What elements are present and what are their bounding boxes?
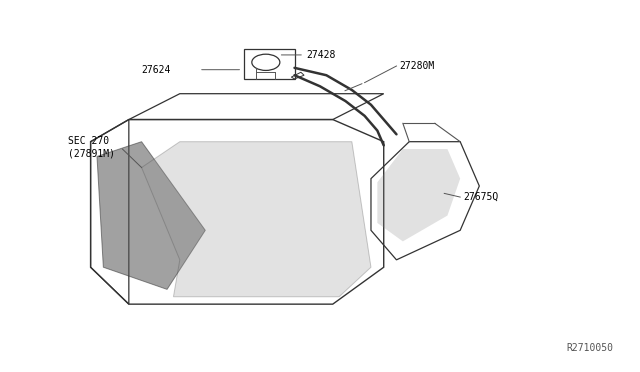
Polygon shape bbox=[378, 149, 460, 241]
Text: 27428: 27428 bbox=[306, 50, 335, 60]
Polygon shape bbox=[141, 142, 371, 297]
Text: 27280M: 27280M bbox=[399, 61, 435, 71]
Text: 27675Q: 27675Q bbox=[463, 192, 499, 202]
Text: SEC 270
(27891M): SEC 270 (27891M) bbox=[68, 136, 115, 158]
Text: 27624: 27624 bbox=[141, 65, 171, 75]
Polygon shape bbox=[97, 142, 205, 289]
Text: R2710050: R2710050 bbox=[566, 343, 613, 353]
